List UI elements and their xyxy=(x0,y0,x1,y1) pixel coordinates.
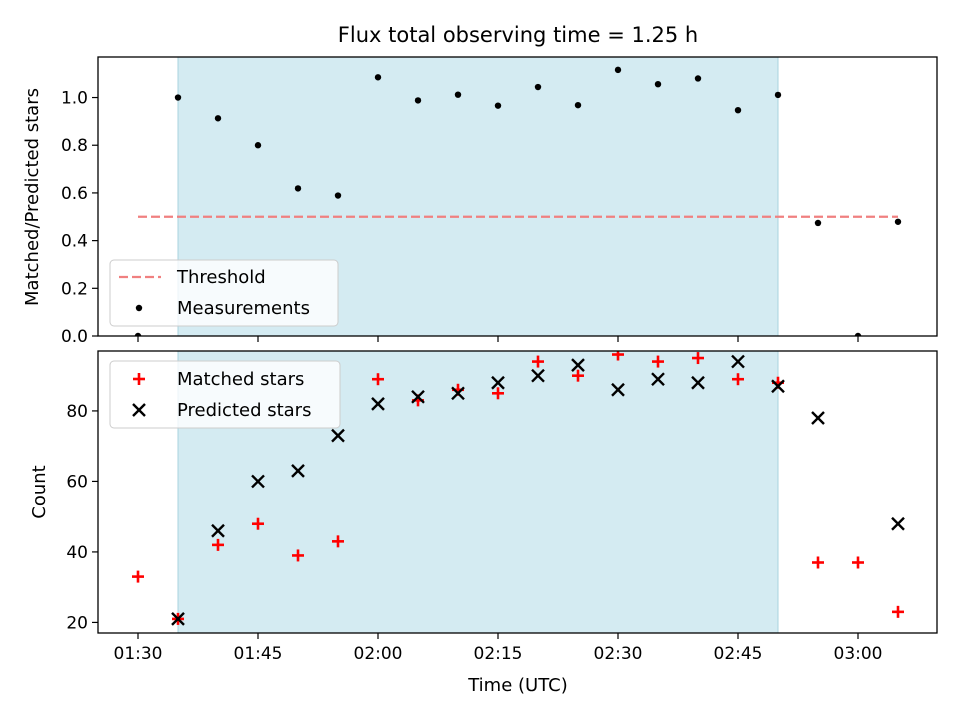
bottom-series-1-point xyxy=(331,428,345,443)
legend-threshold-label: Threshold xyxy=(176,267,266,288)
bottom-subplot: 01:30 01:45 02:00 02:15 02:30 02:45 03:00 20 40 6… xyxy=(66,350,938,664)
top-series-0-point xyxy=(454,91,462,98)
top-series-0-point xyxy=(734,106,742,114)
top-series-0-point xyxy=(574,101,582,109)
bottom-series-0-point xyxy=(892,605,904,618)
top-y-tick-label: 0.2 xyxy=(61,279,88,299)
top-y-tick-label: 1.0 xyxy=(61,89,88,109)
bottom-series-0-point xyxy=(692,352,704,365)
bottom-series-1-point xyxy=(451,386,465,401)
top-series-0-point xyxy=(854,332,862,336)
top-series-0-point xyxy=(694,75,702,82)
top-series-0-point xyxy=(654,80,662,88)
top-y-tick-label: 0.8 xyxy=(61,136,88,156)
legend-matched-swatch xyxy=(133,373,145,385)
top-series-0-point xyxy=(254,142,262,149)
top-axes-frame xyxy=(97,56,938,337)
top-series-0-point xyxy=(814,219,822,227)
top-y-tick-label: 0.4 xyxy=(61,232,88,252)
bottom-series-1-point xyxy=(531,368,545,383)
bottom-series-0-point xyxy=(852,556,864,569)
top-y-tick-label: 0.6 xyxy=(61,184,88,204)
legend-measurements-swatch xyxy=(135,304,143,312)
bottom-series-0-point xyxy=(492,387,504,400)
top-subplot: 0.0 0.2 0.4 0.6 0.8 1.0 Threshold Measurements xyxy=(61,56,938,347)
y-axis-label-bottom: Count xyxy=(29,465,50,518)
bottom-series-1-point xyxy=(171,612,185,626)
top-legend: Threshold Measurements xyxy=(109,259,339,327)
bottom-series-1-point xyxy=(691,375,705,390)
chart-title: Flux total observing time = 1.25 h xyxy=(338,23,698,47)
bottom-series-0-point xyxy=(292,549,304,562)
bottom-series-1-point xyxy=(891,516,905,531)
legend-matched-label: Matched stars xyxy=(177,369,304,390)
x-tick-label: 03:00 xyxy=(834,644,883,664)
bottom-series-0-point xyxy=(132,570,144,583)
x-tick-label: 02:00 xyxy=(354,644,403,664)
top-y-tick-label: 0.0 xyxy=(61,327,88,347)
bottom-series-0-point xyxy=(332,535,344,548)
top-series-0-point xyxy=(374,74,382,81)
top-series-0-point xyxy=(774,91,782,99)
bottom-series-1-point xyxy=(571,358,585,372)
bottom-series-1-point xyxy=(811,411,825,425)
bottom-series-0-point xyxy=(252,517,264,530)
x-axis-label: Time (UTC) xyxy=(467,675,568,696)
bottom-series-1-point xyxy=(771,379,785,394)
legend-predicted-swatch xyxy=(132,403,146,417)
x-tick-label: 02:45 xyxy=(714,644,763,664)
top-series-0-point xyxy=(214,115,222,122)
y-axis-label-top: Matched/Predicted stars xyxy=(22,88,43,306)
bottom-series-1-point xyxy=(291,464,305,478)
x-tick-label: 02:15 xyxy=(474,644,523,664)
legend-predicted-label: Predicted stars xyxy=(177,400,311,421)
bottom-legend: Matched stars Predicted stars xyxy=(109,360,341,429)
bottom-series-1-point xyxy=(611,382,625,397)
legend-box xyxy=(109,259,339,327)
bottom-series-0-point xyxy=(812,556,824,569)
bottom-series-0-point xyxy=(652,355,664,368)
bottom-series-0-point xyxy=(732,373,744,386)
top-series-0-point xyxy=(894,218,902,225)
bottom-series-0-point xyxy=(532,355,544,368)
top-series-0-point xyxy=(134,332,142,336)
bottom-y-tick-label: 60 xyxy=(66,472,88,492)
bottom-series-1-point xyxy=(251,474,265,489)
bottom-series-0-point xyxy=(212,538,224,551)
top-series-0-point xyxy=(174,94,182,101)
bottom-axes-frame xyxy=(97,350,938,634)
bottom-series-0-point xyxy=(372,373,384,386)
bottom-series-1-point xyxy=(491,375,505,390)
top-series-0-point xyxy=(534,83,542,91)
bottom-series-1-point xyxy=(211,523,225,538)
top-series-0-point xyxy=(494,102,502,109)
top-series-0-point xyxy=(614,66,622,74)
legend-measurements-label: Measurements xyxy=(177,298,310,319)
legend-box xyxy=(109,360,341,429)
x-tick-label: 01:45 xyxy=(234,644,283,664)
bottom-y-tick-label: 20 xyxy=(66,613,88,633)
bottom-series-1-point xyxy=(411,389,425,404)
bottom-series-0-point xyxy=(612,351,624,361)
bottom-y-tick-label: 40 xyxy=(66,543,88,563)
bottom-y-tick-label: 80 xyxy=(66,402,88,422)
bottom-series-1-point xyxy=(731,354,745,369)
bottom-series-1-point xyxy=(371,397,385,411)
top-series-0-point xyxy=(414,97,422,104)
bottom-series-0-point xyxy=(572,369,584,382)
x-tick-label: 02:30 xyxy=(594,644,643,664)
top-series-0-point xyxy=(294,185,302,192)
bottom-series-1-point xyxy=(651,372,665,387)
x-tick-label: 01:30 xyxy=(114,644,163,664)
top-series-0-point xyxy=(334,192,342,199)
